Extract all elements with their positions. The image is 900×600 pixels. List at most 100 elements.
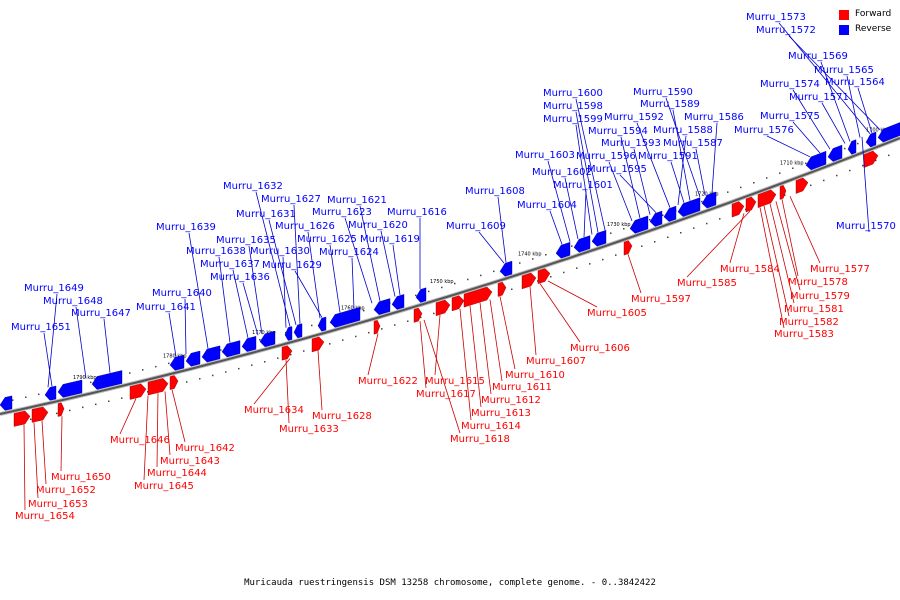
reverse-leader-line — [857, 87, 873, 134]
reverse-leader-line — [788, 35, 881, 131]
minor-tick — [311, 324, 313, 327]
forward-gene-label: Murru_1653 — [28, 499, 88, 510]
reverse-leader-line — [846, 75, 861, 138]
reverse-leader-line — [255, 191, 291, 327]
reverse-gene-arrow — [555, 241, 571, 259]
reverse-gene-label: Murru_1616 — [387, 207, 447, 218]
minor-tick — [381, 328, 383, 330]
forward-gene-label: Murru_1652 — [36, 485, 96, 496]
minor-tick — [719, 218, 721, 220]
forward-gene-arrow — [57, 402, 65, 417]
forward-leader-line — [171, 389, 186, 443]
forward-gene-label: Murru_1577 — [810, 264, 870, 275]
forward-leader-line — [769, 203, 795, 304]
reverse-gene-label: Murru_1651 — [11, 322, 71, 333]
forward-gene-arrow — [745, 196, 757, 213]
reverse-gene-label: Murru_1625 — [297, 234, 357, 245]
forward-gene-label: Murru_1618 — [450, 434, 510, 445]
reverse-gene-arrow — [201, 345, 221, 363]
minor-tick — [602, 258, 604, 261]
forward-gene-label: Murru_1614 — [461, 421, 521, 432]
forward-leader-line — [547, 280, 598, 308]
reverse-gene-label: Murru_1639 — [156, 222, 216, 233]
reverse-leader-line — [103, 318, 111, 373]
forward-gene-arrow — [413, 307, 423, 323]
minor-tick — [420, 316, 422, 319]
forward-gene-arrow — [537, 268, 551, 285]
reverse-leader-line — [329, 244, 341, 313]
reverse-leader-line — [392, 244, 401, 296]
forward-leader-line — [775, 201, 801, 291]
reverse-gene-label: Murru_1596 — [576, 151, 636, 162]
reverse-leader-line — [820, 61, 851, 142]
minor-tick — [810, 184, 812, 187]
reverse-gene-label: Murru_1574 — [760, 79, 820, 90]
reverse-leader-line — [188, 232, 209, 349]
reverse-leader-line — [672, 109, 691, 201]
minor-tick — [649, 219, 651, 221]
reverse-leader-line — [695, 148, 706, 196]
minor-tick — [823, 179, 825, 182]
reverse-gene-arrow — [591, 229, 607, 247]
reverse-leader-line — [620, 136, 641, 219]
minor-tick — [532, 258, 534, 260]
reverse-leader-line — [766, 135, 811, 158]
reverse-gene-label: Murru_1627 — [261, 194, 321, 205]
minor-tick — [875, 159, 877, 162]
forward-leader-line — [285, 359, 290, 424]
forward-gene-label: Murru_1650 — [51, 472, 111, 483]
forward-leader-line — [33, 422, 39, 499]
forward-gene-arrow — [463, 286, 493, 308]
minor-tick — [225, 371, 227, 373]
forward-gene-arrow — [863, 150, 879, 168]
reverse-gene-label: Murru_1573 — [746, 12, 806, 23]
minor-tick — [129, 372, 131, 374]
reverse-leader-line — [792, 121, 821, 154]
forward-gene-label: Murru_1633 — [279, 424, 339, 435]
minor-tick — [428, 290, 430, 293]
forward-leader-line — [419, 321, 427, 389]
legend-reverse: Reverse — [837, 24, 897, 36]
minor-tick — [849, 169, 851, 172]
reverse-gene-label: Murru_1592 — [604, 112, 664, 123]
forward-gene-label: Murru_1654 — [15, 511, 75, 522]
reverse-leader-line — [282, 256, 287, 328]
reverse-gene-arrow — [185, 350, 201, 367]
forward-leader-line — [759, 207, 785, 329]
reverse-gene-label: Murru_1598 — [543, 101, 603, 112]
reverse-gene-label: Murru_1601 — [553, 180, 613, 191]
reverse-gene-label: Murru_1565 — [814, 65, 874, 76]
reverse-gene-label: Murru_1609 — [446, 221, 506, 232]
forward-gene-label: Murru_1582 — [779, 317, 839, 328]
minor-tick — [95, 403, 97, 406]
reverse-gene-arrow — [677, 197, 701, 217]
minor-tick — [220, 349, 222, 351]
forward-gene-arrow — [757, 189, 777, 208]
forward-leader-line — [469, 305, 482, 408]
forward-gene-arrow — [129, 383, 147, 400]
minor-tick — [142, 369, 144, 371]
minor-tick — [766, 177, 768, 179]
reverse-leader-line — [359, 205, 381, 302]
forward-gene-label: Murru_1583 — [774, 329, 834, 340]
minor-tick — [480, 274, 482, 277]
forward-gene-arrow — [147, 378, 169, 396]
reverse-gene-label: Murru_1575 — [760, 111, 820, 122]
reverse-leader-line — [575, 98, 606, 231]
reverse-leader-line — [619, 174, 657, 213]
reverse-gene-arrow — [649, 210, 663, 227]
reverse-gene-label: Murru_1603 — [515, 150, 575, 161]
reverse-gene-label: Murru_1595 — [587, 164, 647, 175]
forward-leader-line — [686, 210, 751, 278]
reverse-gene-arrow — [0, 395, 13, 411]
gene-features — [0, 122, 900, 427]
forward-gene-label: Murru_1613 — [471, 408, 531, 419]
reverse-gene-arrow — [169, 354, 185, 371]
forward-gene-label: Murru_1642 — [175, 443, 235, 454]
forward-leader-line — [489, 299, 503, 382]
minor-tick — [680, 232, 682, 234]
minor-tick — [407, 320, 409, 322]
reverse-gene-label: Murru_1647 — [71, 308, 131, 319]
reverse-gene-arrow — [805, 150, 827, 171]
